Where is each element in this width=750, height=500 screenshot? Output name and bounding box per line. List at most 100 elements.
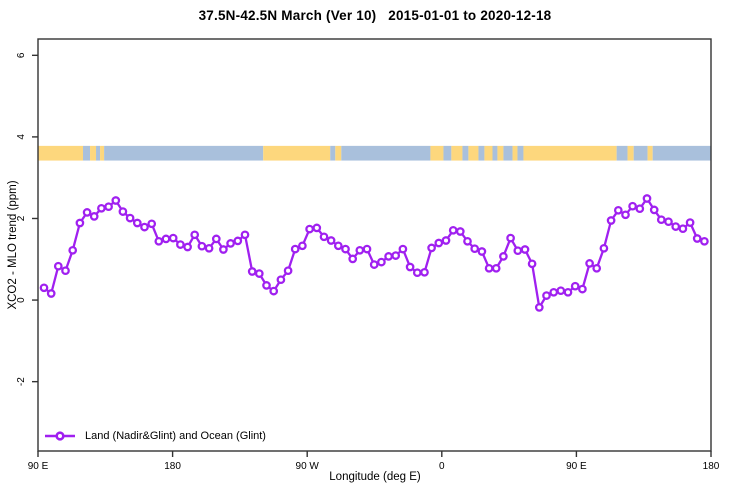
data-point (269, 286, 279, 296)
ocean-strip-segment (633, 145, 648, 161)
ocean-strip-segment (96, 145, 101, 161)
land-strip-segment (468, 145, 479, 161)
ocean-strip-segment (616, 145, 628, 161)
data-point (570, 281, 580, 291)
ocean-strip-segment (330, 145, 336, 161)
data-point (369, 260, 379, 269)
data-point (341, 244, 350, 254)
data-point (499, 252, 508, 261)
data-point (628, 201, 637, 211)
data-point (226, 239, 235, 248)
y-tick-label: 4 (16, 134, 27, 140)
data-point (506, 233, 515, 243)
data-point (585, 259, 594, 268)
data-point (104, 202, 113, 212)
ocean-strip-segment (492, 145, 498, 161)
data-point (441, 236, 451, 245)
data-point (262, 281, 271, 290)
land-strip-segment (430, 145, 444, 161)
data-point (434, 238, 444, 248)
chart-title: 37.5N-42.5N March (Ver 10) 2015-01-01 to… (198, 8, 552, 23)
land-strip-segment (523, 145, 617, 161)
data-point (384, 252, 393, 261)
y-tick-label: 6 (16, 52, 27, 58)
data-point (53, 261, 63, 271)
data-point (398, 244, 408, 254)
data-point (39, 283, 49, 293)
data-point (578, 284, 587, 294)
data-point (477, 247, 487, 256)
data-point (513, 246, 523, 256)
data-point (664, 217, 673, 227)
data-point (405, 262, 415, 272)
ocean-strip-segment (652, 145, 711, 161)
land-strip-segment (263, 145, 331, 161)
x-tick-label: 0 (439, 461, 445, 472)
data-point (89, 212, 99, 221)
land-strip-segment (451, 145, 463, 161)
data-point (534, 303, 544, 312)
data-point (556, 286, 566, 296)
data-point (140, 222, 149, 232)
data-point (68, 245, 78, 255)
data-point (233, 236, 243, 246)
data-point (147, 219, 157, 229)
data-point (491, 263, 501, 273)
data-point (592, 263, 602, 273)
land-strip-segment (335, 145, 342, 161)
ocean-strip-segment (462, 145, 469, 161)
data-point (333, 241, 343, 251)
data-point (312, 223, 322, 233)
data-point (362, 244, 372, 254)
data-point (125, 213, 135, 223)
data-point (377, 257, 386, 267)
land-strip-segment (497, 145, 504, 161)
data-point (355, 245, 365, 255)
data-point (240, 230, 250, 240)
land-strip-segment (647, 145, 653, 161)
ocean-strip-segment (83, 145, 91, 161)
ocean-strip-segment (341, 145, 431, 161)
ocean-strip-segment (104, 145, 264, 161)
data-point (613, 205, 623, 215)
data-point (326, 236, 336, 245)
data-point (678, 224, 688, 234)
land-strip-segment (627, 145, 634, 161)
data-point (700, 236, 709, 246)
land-strip-segment (100, 145, 105, 161)
data-point (685, 218, 695, 227)
data-point (197, 241, 207, 251)
data-point (61, 266, 70, 276)
legend-label: Land (Nadir&Glint) and Ocean (Glint) (85, 430, 266, 442)
data-point (290, 244, 300, 254)
data-point (97, 203, 106, 213)
data-point (168, 233, 178, 243)
data-point (305, 224, 314, 234)
land-strip-segment (484, 145, 493, 161)
data-point (484, 263, 494, 273)
data-point (563, 287, 573, 297)
data-point (283, 266, 293, 276)
data-point (276, 275, 286, 285)
x-axis-label: Longitude (deg E) (329, 471, 421, 483)
ocean-strip-segment (517, 145, 524, 161)
ocean-strip-segment (503, 145, 513, 161)
x-tick-label: 180 (164, 461, 181, 472)
legend: Land (Nadir&Glint) and Ocean (Glint) (44, 429, 266, 443)
data-point (154, 236, 164, 246)
ocean-strip-segment (478, 145, 485, 161)
data-point (520, 245, 530, 254)
data-point (470, 244, 480, 254)
data-point (671, 222, 681, 231)
y-tick-label: 2 (16, 215, 27, 221)
data-point (463, 236, 472, 246)
data-point (692, 234, 702, 243)
data-point (542, 291, 551, 300)
data-point (183, 242, 192, 252)
data-point (420, 267, 429, 277)
data-point (527, 259, 537, 269)
land-strip-segment (38, 145, 84, 161)
series-line (42, 197, 706, 309)
